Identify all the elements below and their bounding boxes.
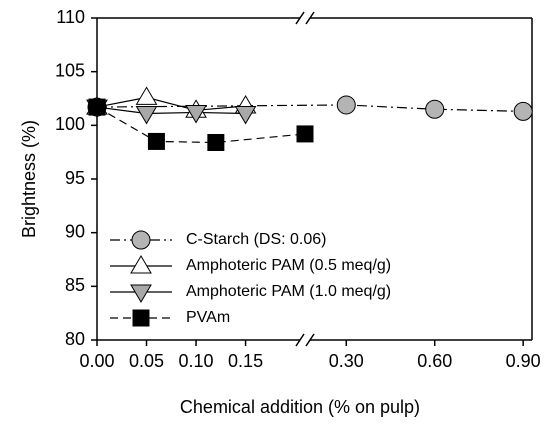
legend-marker — [132, 309, 150, 327]
legend-marker — [130, 255, 152, 274]
marker — [135, 86, 158, 105]
marker — [234, 106, 257, 125]
axis-break — [295, 333, 305, 347]
series-line — [96, 96, 246, 111]
legend-label: C-Starch (DS: 0.06) — [186, 231, 326, 248]
x-tick-label: 0.15 — [228, 351, 263, 371]
x-tick-label: 0.30 — [329, 351, 364, 371]
x-tick-label: 0.00 — [79, 351, 114, 371]
legend-label: Amphoteric PAM (0.5 meq/g) — [186, 257, 391, 274]
x-tick-label: 0.90 — [506, 351, 541, 371]
series-line — [96, 106, 306, 144]
y-tick-label: 95 — [65, 168, 85, 188]
y-tick-label: 80 — [65, 329, 85, 349]
marker — [425, 99, 445, 119]
x-tick-label: 0.05 — [129, 351, 164, 371]
axis-break — [295, 11, 305, 25]
y-axis-label: Brightness (%) — [19, 120, 39, 238]
x-tick-label: 0.10 — [179, 351, 214, 371]
y-tick-label: 105 — [55, 60, 85, 80]
legend-marker — [130, 284, 152, 303]
legend-label: Amphoteric PAM (1.0 meq/g) — [186, 283, 391, 300]
marker — [147, 132, 165, 150]
x-axis-label: Chemical addition (% on pulp) — [180, 397, 420, 417]
axis-break — [305, 11, 315, 25]
marker — [207, 134, 225, 152]
y-tick-label: 85 — [65, 275, 85, 295]
y-tick-label: 90 — [65, 221, 85, 241]
marker — [296, 125, 314, 143]
y-tick-label: 100 — [55, 114, 85, 134]
y-tick-label: 110 — [56, 7, 85, 27]
marker — [135, 106, 158, 125]
marker — [513, 101, 533, 121]
series-line — [96, 104, 524, 112]
marker — [185, 104, 207, 124]
marker — [88, 98, 106, 116]
axis-break — [305, 333, 315, 347]
marker — [336, 95, 356, 115]
x-tick-label: 0.60 — [417, 351, 452, 371]
series-line — [96, 106, 246, 115]
legend-label: PVAm — [186, 309, 230, 326]
legend-marker — [131, 230, 151, 250]
